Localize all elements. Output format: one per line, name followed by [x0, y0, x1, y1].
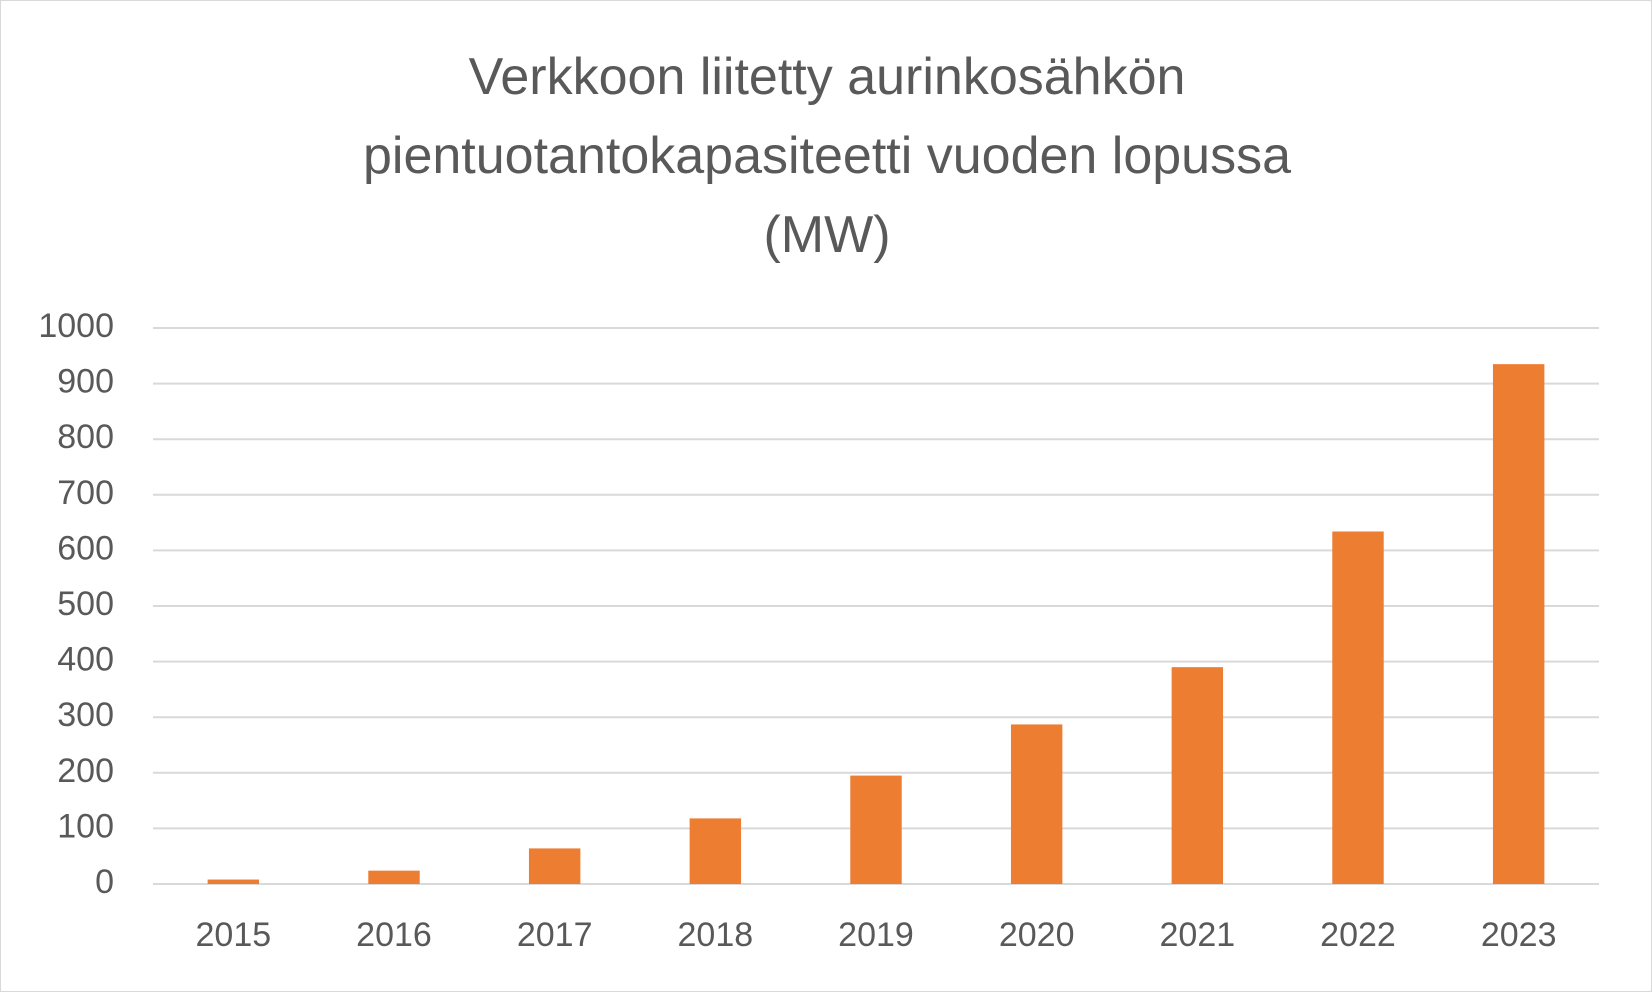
bar — [528, 848, 581, 884]
bar — [1010, 724, 1063, 884]
bar — [207, 879, 260, 884]
y-tick-label: 300 — [57, 696, 114, 734]
y-tick-label: 0 — [95, 863, 114, 901]
y-tick-label: 1000 — [38, 307, 114, 345]
y-tick-label: 100 — [57, 807, 114, 845]
y-tick-label: 200 — [57, 752, 114, 790]
x-tick-label: 2022 — [1320, 916, 1396, 954]
x-tick-label: 2019 — [838, 916, 914, 954]
x-tick-label: 2021 — [1160, 916, 1236, 954]
bar — [368, 870, 420, 884]
x-tick-label: 2015 — [196, 916, 272, 954]
y-tick-label: 400 — [57, 641, 114, 679]
x-tick-label: 2017 — [517, 916, 593, 954]
bar — [1171, 667, 1224, 884]
x-tick-label: 2023 — [1481, 916, 1557, 954]
y-tick-label: 600 — [57, 529, 114, 567]
y-tick-label: 800 — [57, 418, 114, 456]
y-tick-label: 700 — [57, 474, 114, 512]
x-tick-label: 2020 — [999, 916, 1075, 954]
chart-title: Verkkoon liitetty aurinkosähkön pientuot… — [362, 48, 1292, 264]
y-tick-label: 500 — [57, 585, 114, 623]
x-tick-label: 2018 — [678, 916, 754, 954]
bar — [689, 818, 742, 884]
y-tick-label: 900 — [57, 363, 114, 401]
bar — [1492, 364, 1545, 884]
x-tick-label: 2016 — [356, 916, 432, 954]
bar — [1332, 531, 1384, 884]
bar — [850, 775, 902, 884]
